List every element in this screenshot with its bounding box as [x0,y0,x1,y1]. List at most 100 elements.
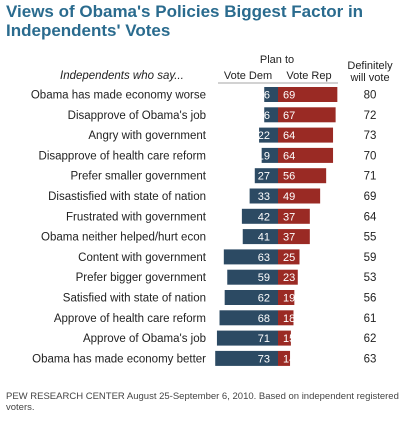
plan-to-header: Plan to [260,54,294,66]
data-label-vote-rep: 49 [283,191,295,203]
data-label-vote-rep: 56 [283,171,295,183]
data-label-vote-dem: 68 [258,313,270,325]
bar-vote-dem [219,310,278,326]
bar-vote-dem [254,168,278,184]
data-label-vote-rep: 37 [283,211,295,223]
data-label-vote-dem: 22 [258,130,270,142]
bar-vote-rep [278,310,294,326]
category-label: Approve of Obama's job [83,333,206,345]
bar-vote-rep [278,330,291,346]
bar-vote-rep [278,87,338,102]
chart-row: Prefer smaller government 27 56 71 [71,168,376,184]
data-label-definitely-vote: 64 [364,211,377,223]
data-label-vote-dem: 73 [258,353,270,365]
category-label: Satisfied with state of nation [63,293,206,305]
data-label-definitely-vote: 70 [364,150,377,162]
data-label-vote-dem: 16 [258,110,270,122]
category-label: Obama neither helped/hurt econ [41,232,206,244]
bar-vote-rep [278,229,310,245]
bar-vote-dem [264,107,278,123]
totals-header-line2: will vote [349,72,389,84]
chart-row: Obama has made economy better 73 14 63 [32,350,377,366]
chart-row: Satisfied with state of nation 62 19 56 [63,290,377,305]
category-label: Obama has made economy worse [31,90,206,102]
data-label-definitely-vote: 69 [364,191,377,203]
category-label: Disapprove of health care reform [39,150,206,162]
data-label-vote-dem: 59 [258,272,270,284]
category-label: Prefer smaller government [71,171,207,183]
bar-vote-rep [278,127,334,143]
data-label-definitely-vote: 62 [364,333,377,345]
data-label-vote-rep: 67 [283,110,295,122]
chart-row: Frustrated with government 42 37 64 [66,208,377,224]
bar-vote-dem [215,350,278,366]
data-label-definitely-vote: 53 [364,272,377,284]
bar-vote-rep [278,249,300,265]
chart-row: Disastisfied with state of nation 33 49 69 [48,188,377,204]
chart-rows: Obama has made economy worse 16 69 80 Disapp… [31,87,377,366]
category-label: Obama has made economy better [32,353,206,365]
data-label-vote-dem: 27 [258,171,270,183]
bar-vote-dem [261,147,278,163]
chart-row: Obama neither helped/hurt econ 41 37 55 [41,229,377,245]
bar-vote-rep [278,350,291,366]
chart-row: Angry with government 22 64 73 [88,127,377,143]
category-label: Disapprove of Obama's job [68,110,206,122]
category-label: Angry with government [88,130,206,142]
bar-vote-rep [278,168,327,184]
legend-vote-dem: Vote Dem [224,70,272,82]
bar-vote-dem [259,127,278,143]
data-label-definitely-vote: 80 [364,90,377,102]
chart-row: Disapprove of health care reform 19 64 70 [39,147,377,163]
bar-vote-rep [278,188,321,204]
bar-vote-rep [278,290,295,305]
data-label-vote-dem: 42 [258,211,270,223]
bar-vote-dem [242,229,278,245]
data-label-definitely-vote: 55 [364,232,377,244]
data-label-definitely-vote: 72 [364,110,377,122]
chart-row: Disapprove of Obama's job 16 67 72 [68,107,377,123]
data-label-definitely-vote: 59 [364,252,377,264]
data-label-vote-dem: 19 [258,150,270,162]
data-label-vote-rep: 64 [283,130,295,142]
data-label-vote-rep: 18 [283,313,295,325]
data-label-vote-dem: 62 [258,293,270,305]
data-label-definitely-vote: 73 [364,130,377,142]
chart-row: Prefer bigger government 59 23 53 [76,269,377,285]
legend-vote-rep: Vote Rep [286,70,331,82]
chart-row: Content with government 63 25 59 [78,249,377,265]
data-label-definitely-vote: 63 [364,353,377,365]
category-label: Approve of health care reform [54,313,206,325]
bar-vote-dem [223,249,278,265]
bar-vote-rep [278,147,334,163]
bar-vote-dem [224,290,278,305]
category-label: Prefer bigger government [76,272,207,284]
bar-vote-rep [278,208,310,224]
category-label: Content with government [78,252,207,264]
data-label-definitely-vote: 61 [364,313,377,325]
category-label: Disastisfied with state of nation [48,191,206,203]
data-label-vote-rep: 15 [283,333,295,345]
data-label-vote-rep: 14 [283,353,295,365]
bar-vote-dem [241,208,278,224]
chart-row: Approve of Obama's job 71 15 62 [83,330,377,346]
data-label-vote-dem: 16 [258,90,270,102]
category-label: Frustrated with government [66,211,207,223]
chart-row: Obama has made economy worse 16 69 80 [31,87,377,102]
data-label-vote-rep: 19 [283,293,295,305]
bar-vote-rep [278,107,336,123]
data-label-vote-rep: 69 [283,90,295,102]
totals-header-line1: Definitely [347,60,393,72]
data-label-definitely-vote: 56 [364,293,377,305]
data-label-vote-dem: 33 [258,191,270,203]
chart-row: Approve of health care reform 68 18 61 [54,310,377,326]
data-label-vote-dem: 71 [258,333,270,345]
data-label-vote-dem: 63 [258,252,270,264]
data-label-vote-rep: 23 [283,272,295,284]
data-label-vote-rep: 37 [283,232,295,244]
bar-vote-dem [227,269,278,285]
bar-vote-rep [278,269,298,285]
bar-vote-dem [264,87,278,102]
data-label-vote-rep: 25 [283,252,295,264]
